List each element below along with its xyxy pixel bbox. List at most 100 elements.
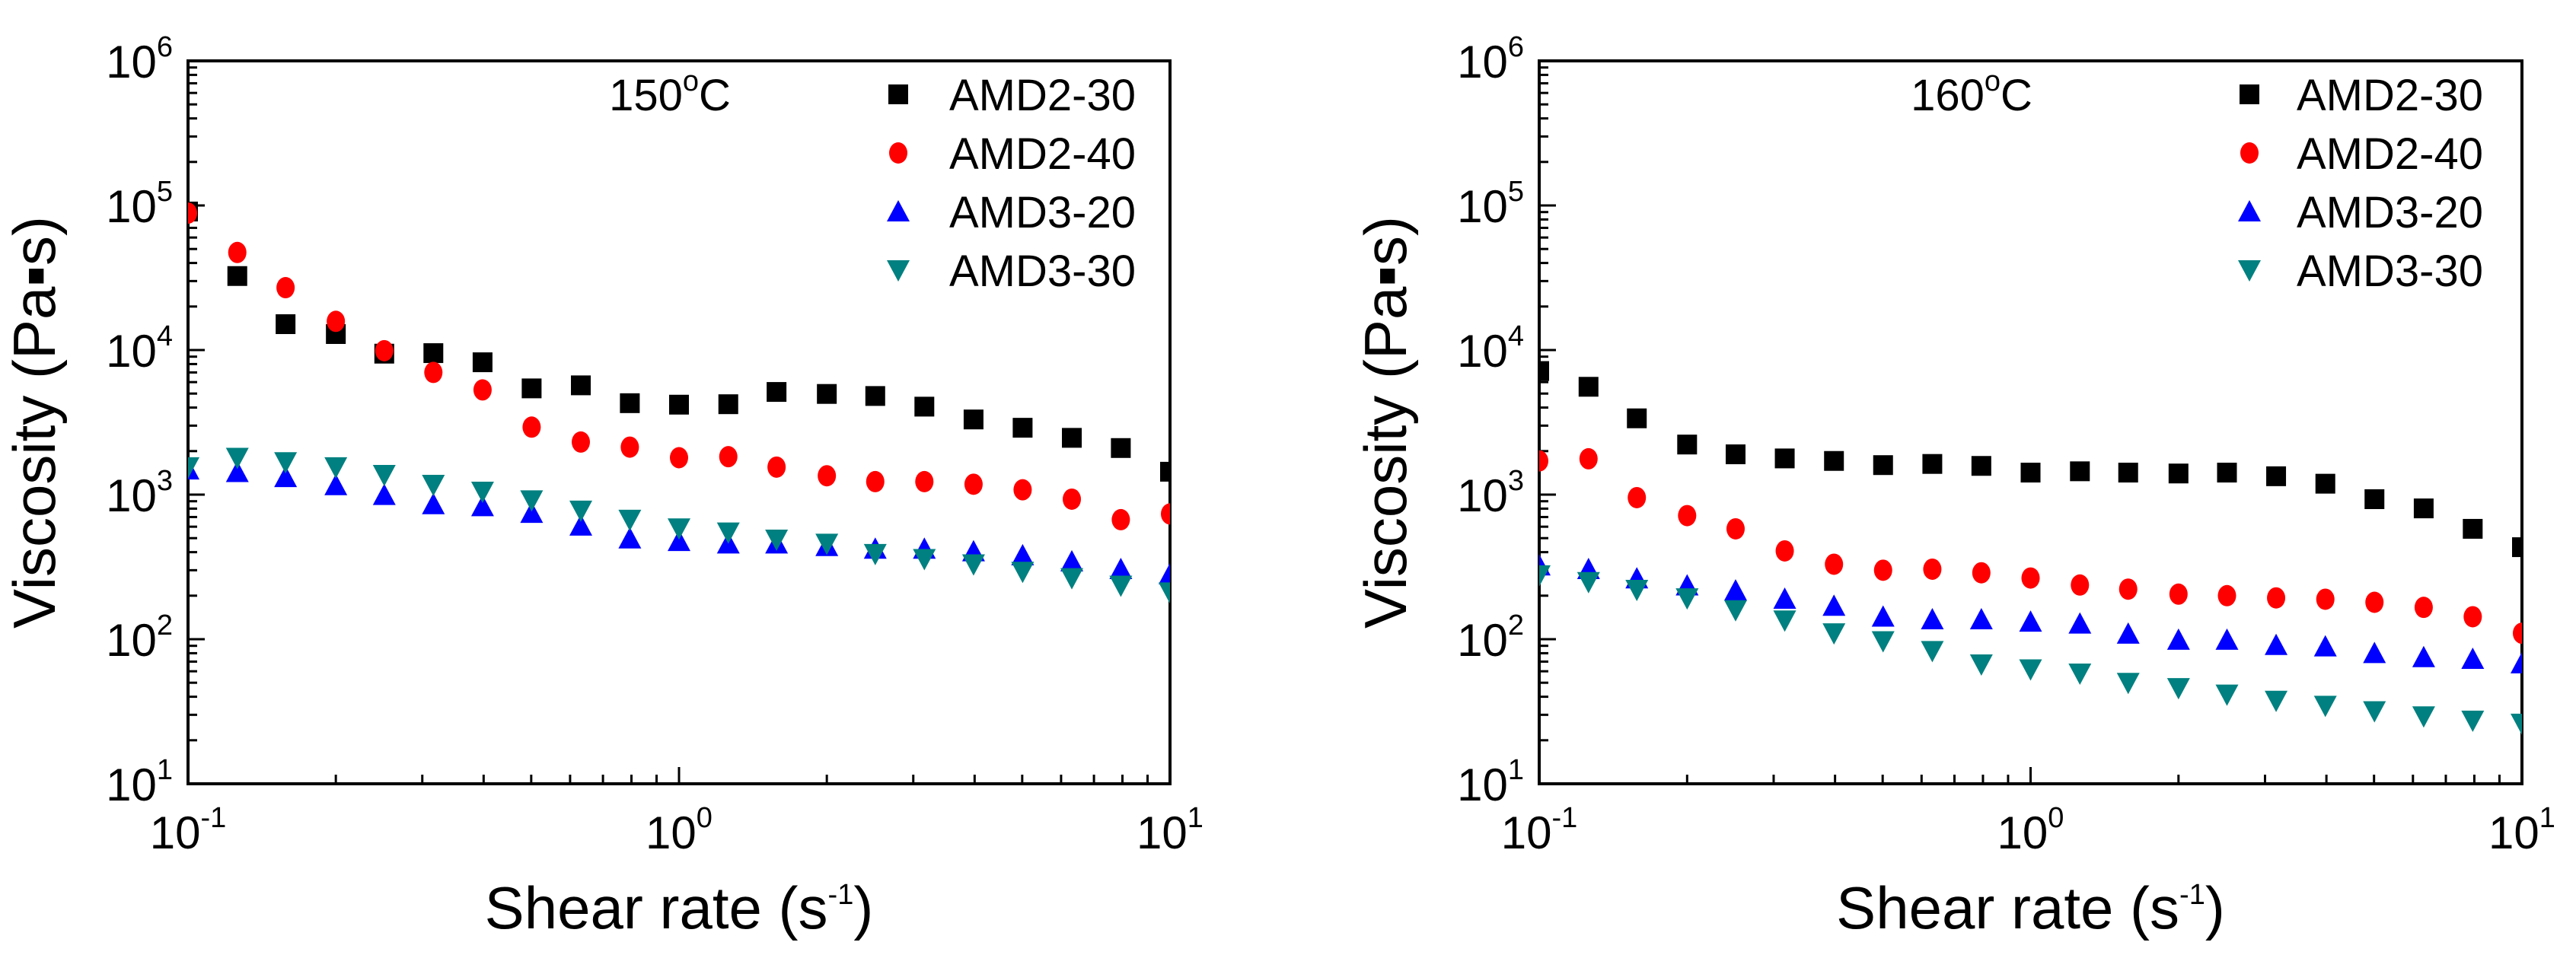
series-amd2-30 [1539,361,2522,558]
data-point [276,277,295,299]
data-point [1824,450,1844,471]
y-tick-label: 106 [1457,31,1524,88]
x-tick-label: 101 [2488,802,2555,858]
data-point [2168,463,2189,484]
data-point [1161,503,1170,525]
data-point [2316,588,2335,610]
data-point [1578,377,1599,397]
legend: AMD2-30 AMD2-40 AMD3-20 AMD3-30 [2238,71,2483,296]
legend-label: AMD3-30 [949,247,1136,296]
data-point [520,490,544,512]
data-point [1971,456,1991,476]
x-tick-exponent: -1 [1551,802,1577,834]
data-point [963,409,984,430]
y-tick-exponent: 3 [157,465,173,497]
data-point [767,456,786,478]
data-point [473,379,492,401]
data-point [1921,608,1944,630]
data-point [1011,562,1035,584]
data-point [375,339,394,361]
data-point [767,382,787,403]
y-tick-exponent: 5 [157,176,173,208]
y-tick-exponent: 1 [157,754,173,786]
legend: AMD2-30 AMD2-40 AMD3-20 AMD3-30 [887,71,1136,296]
x-tick-label: 100 [646,802,713,858]
temperature-unit: C [2001,71,2032,120]
data-point [2119,578,2138,600]
data-point [2313,635,2337,657]
data-point [2217,463,2237,483]
data-point [522,416,541,438]
legend-label: AMD2-30 [949,71,1136,120]
data-point [1539,361,1549,381]
data-point [520,501,544,524]
data-point [1822,594,1846,616]
y-tick-exponent: 6 [157,31,173,63]
data-point [1109,575,1133,597]
y-tick-label: 106 [106,31,173,88]
data-point [2461,647,2485,669]
y-tick-exponent: 5 [1508,176,1524,208]
data-point [913,549,936,571]
data-points [1539,361,2522,735]
data-point [1060,568,1084,590]
data-point [1726,517,1745,540]
data-point [620,393,640,413]
data-point [719,446,738,468]
legend-label: AMD3-30 [2297,247,2483,296]
data-point [817,384,837,404]
y-axis-title: Viscosity (Pa▪s) [1,216,68,629]
data-point [2116,622,2140,644]
data-point [618,527,642,549]
data-point [914,396,935,417]
data-point [1923,558,1942,580]
y-tick-label: 101 [1457,754,1524,810]
data-point [669,394,689,415]
data-points [188,201,1170,604]
data-point [274,452,298,474]
data-point [2315,473,2335,494]
legend-marker-triangle-down [887,260,910,282]
data-point [2217,584,2236,606]
data-point [2513,622,2522,645]
data-point [569,514,593,536]
data-point [718,394,738,415]
data-point [1723,600,1747,622]
data-point [818,465,837,487]
legend-marker-triangle-down [2238,260,2261,282]
data-point [2364,489,2385,509]
x-tick-exponent: 0 [2048,802,2064,834]
data-point [2070,461,2090,482]
data-point [2169,583,2188,605]
y-tick-exponent: 6 [1508,31,1524,63]
data-point [1063,488,1082,510]
data-point [2266,466,2287,486]
series-amd2-40 [1539,447,2522,645]
x-tick-exponent: 1 [2539,802,2555,834]
data-point [324,473,348,495]
data-point [1060,549,1084,571]
y-tick-label: 104 [106,320,173,377]
data-point [2021,567,2040,589]
data-point [1011,543,1035,565]
data-point [472,352,493,373]
y-tick-label: 103 [1457,465,1524,521]
data-point [866,470,885,492]
data-point [2413,498,2434,519]
x-axis-title-close: ) [853,874,873,941]
data-point [1675,588,1699,610]
data-point [2166,628,2190,650]
data-point [572,431,591,453]
data-point [188,457,199,479]
data-point [1972,562,1991,584]
data-point [1871,631,1895,653]
data-point [2019,610,2042,632]
data-point [327,310,346,333]
data-point [2412,645,2435,667]
data-point [1873,455,1893,476]
data-point [2414,597,2433,619]
degree-sign: o [683,65,699,97]
data-point [2215,684,2239,706]
legend-label: AMD2-40 [949,129,1136,179]
x-tick-label: 101 [1137,802,1204,858]
